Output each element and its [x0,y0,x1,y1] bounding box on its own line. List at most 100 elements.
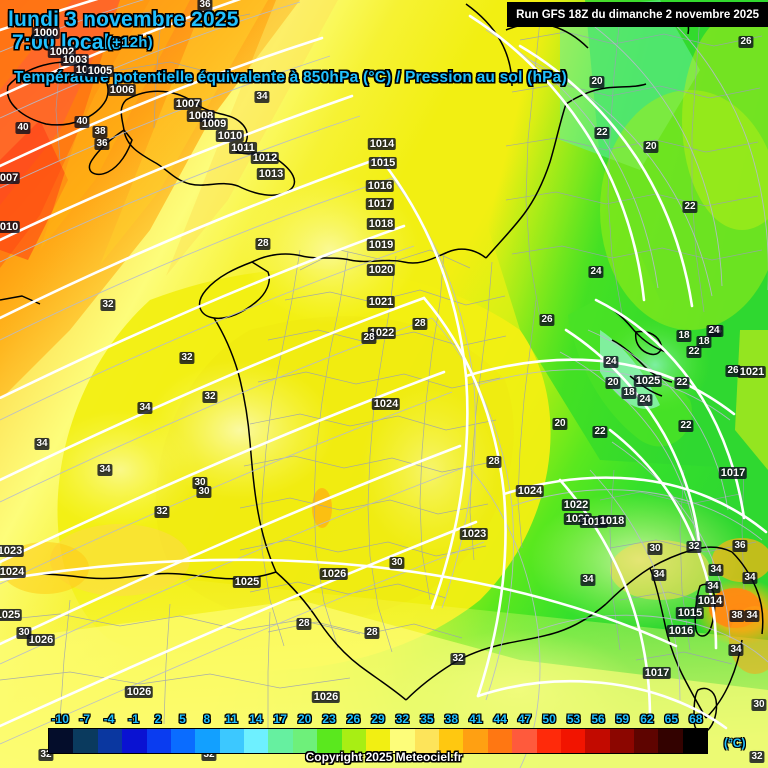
theta-e-label: 20 [589,76,605,88]
theta-e-label: 36 [197,0,213,11]
colorbar-tick: 59 [615,712,630,726]
colorbar-tick: 23 [322,712,336,726]
theta-e-label: 36 [94,138,110,150]
colorbar-swatch [414,729,439,753]
pressure-label: 1015 [675,607,705,619]
colorbar-tick: 11 [224,712,238,726]
colorbar-swatch [463,729,488,753]
colorbar-tick: 35 [420,712,434,726]
pressure-label: 1013 [256,168,286,180]
colorbar-tick: -4 [103,712,115,726]
theta-e-label: 20 [552,418,568,430]
pressure-label: 1000 [31,27,61,39]
theta-e-label: 24 [603,356,619,368]
theta-e-label: 38 [92,126,108,138]
colorbar-tick: 41 [469,712,483,726]
theta-e-label: 34 [708,564,724,576]
theta-e-label: 22 [674,377,690,389]
colorbar-swatch [487,729,513,753]
colorbar-swatch [170,729,196,753]
colorbar-tick: 47 [517,712,532,726]
pressure-label: 1006 [107,84,137,96]
theta-e-label: 32 [686,541,702,553]
colorbar-tick: 65 [664,712,679,726]
colorbar-swatch [49,729,74,753]
theta-e-label: 18 [676,330,692,342]
pressure-label: 1017 [642,667,672,679]
theta-e-label: 34 [254,91,270,103]
colorbar-swatch [244,729,269,753]
isobars-white [0,0,768,730]
theta-e-label: 20 [643,141,659,153]
colorbar-tick: 29 [371,712,385,726]
pressure-label: 1025 [0,609,23,621]
theta-e-label: 34 [97,464,113,476]
pressure-label: 1014 [695,595,725,607]
map-borders [0,11,763,732]
theta-e-label: 28 [364,627,380,639]
pressure-label: 1003 [60,54,90,66]
colorbar-swatch [585,729,610,753]
colorbar-tick: 50 [542,712,556,726]
colorbar-tick: 68 [689,712,703,726]
theta-e-label: 24 [706,325,722,337]
pressure-label: 1022 [561,499,591,511]
colorbar-tick: 32 [395,712,410,726]
colorbar-swatch [390,729,415,753]
theta-e-label: 40 [74,116,90,128]
theta-e-label: 34 [580,574,596,586]
pressure-label: 1011 [229,142,257,154]
pressure-label: 1010 [215,130,245,142]
theta-e-label: 30 [647,543,663,555]
colorbar-tick: 53 [566,712,581,726]
colorbar-swatch [195,729,220,753]
theta-e-label: 34 [728,644,744,656]
theta-e-label: 24 [588,266,604,278]
colorbar-swatch [658,729,683,753]
theta-e-label: 36 [732,540,748,552]
copyright-text: Copyright 2025 Meteociel.fr [305,750,463,764]
colorbar-swatch [268,729,293,753]
colorbar-tick: -1 [128,712,139,726]
theta-e-label: 22 [592,426,608,438]
pressure-label: 1020 [366,264,396,276]
theta-e-label: 28 [296,618,312,630]
pressure-label: 1024 [371,398,401,410]
theta-e-label: 34 [705,581,721,593]
colorbar-tick: 8 [203,712,211,726]
colorbar-swatch [146,729,171,753]
colorbar-tick: 56 [591,712,605,726]
pressure-label: 1026 [311,691,341,703]
colorbar-swatch [439,729,464,753]
pressure-label: 1026 [124,686,154,698]
theta-e-label: 32 [100,299,116,311]
colorbar-swatch [219,729,244,753]
colorbar-tick: 62 [640,712,654,726]
theta-e-label: 34 [34,438,50,450]
theta-e-label: 40 [15,122,31,134]
colorbar-tick: 17 [273,712,287,726]
theta-e-label: 28 [255,238,271,250]
theta-e-label: 28 [361,332,377,344]
colorbar-swatch [560,729,586,753]
colorbar-swatch [341,729,366,753]
theta-e-label: 30 [196,486,212,498]
theta-e-label: 30 [16,627,32,639]
theta-e-label: 26 [725,365,741,377]
theta-e-label: 26 [738,36,754,48]
pressure-label: 1024 [515,485,545,497]
colorbar[interactable] [48,728,708,754]
pressure-label: 1010 [0,221,21,233]
colorbar-swatch [609,729,634,753]
theta-e-label: 32 [179,352,195,364]
model-run-badge: Run GFS 18Z du dimanche 2 novembre 2025 [507,2,768,27]
colorbar-tick: 20 [297,712,312,726]
theta-e-label: 38 [729,610,745,622]
model-run-label: Run GFS 18Z du dimanche 2 novembre 2025 [516,9,759,21]
pressure-label: 1023 [0,545,25,557]
colorbar-swatch [536,729,561,753]
theta-e-label: 26 [539,314,555,326]
